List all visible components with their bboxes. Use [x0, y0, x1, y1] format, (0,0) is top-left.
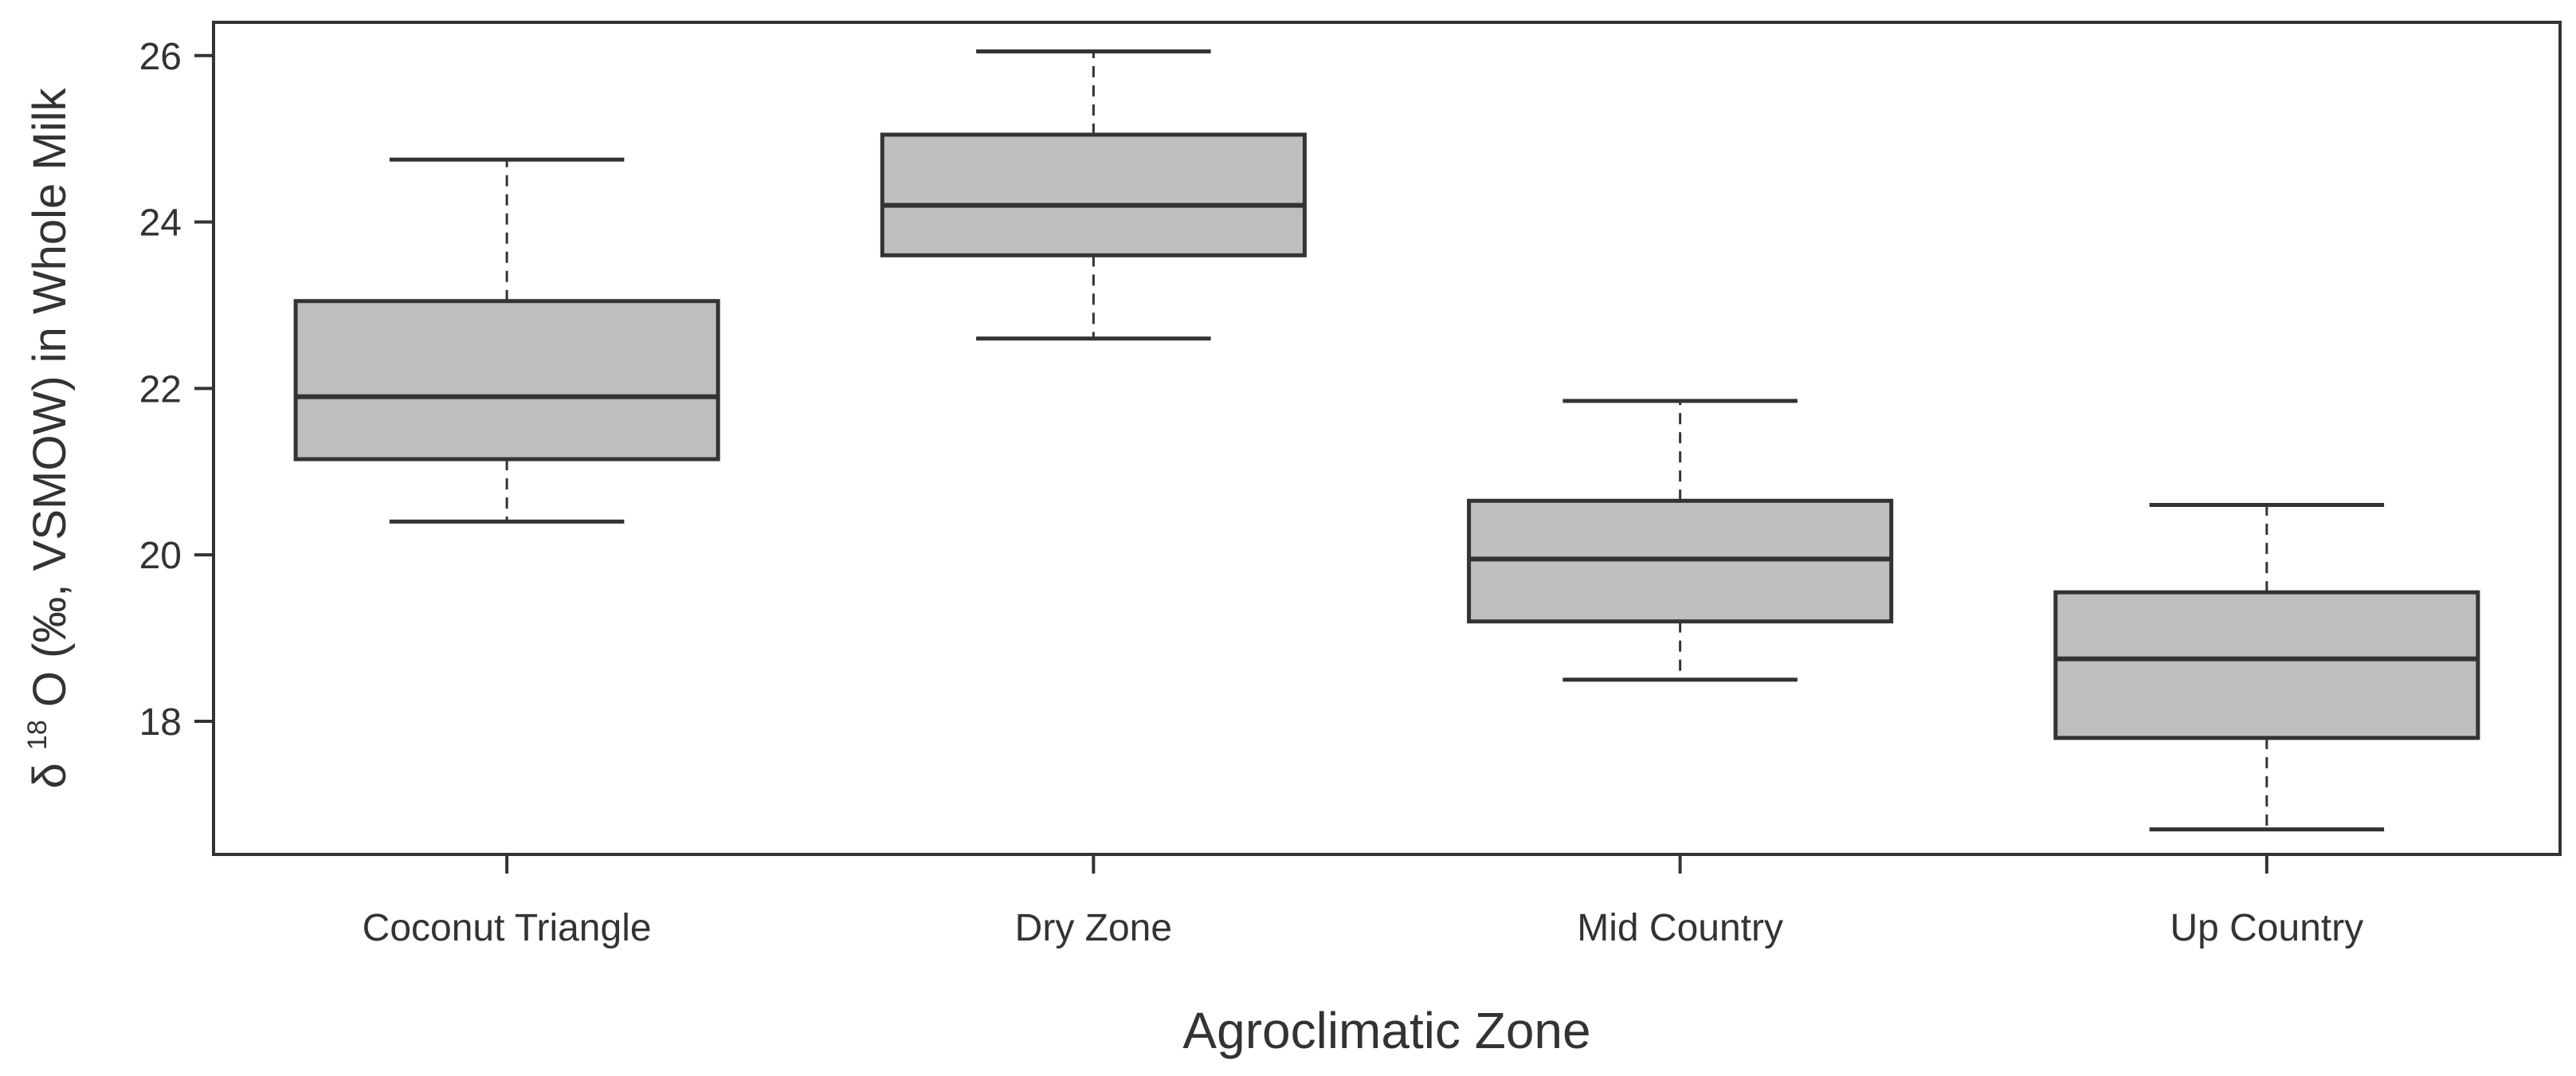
y-axis-title-prefix: δ [24, 763, 76, 788]
y-tick-label: 18 [139, 701, 182, 744]
y-tick-label: 22 [139, 368, 182, 410]
iqr-box [880, 132, 1307, 257]
x-tick-label: Up Country [2170, 907, 2363, 949]
box-up-country [2053, 503, 2480, 832]
x-axis-title: Agroclimatic Zone [1182, 1002, 1590, 1059]
box-mid-country [1467, 399, 1894, 682]
y-tick-label: 24 [139, 202, 182, 245]
y-axis: 18 20 22 24 26 [139, 36, 214, 744]
iqr-box [293, 299, 720, 461]
iqr-box [2053, 590, 2480, 740]
y-axis-title: δ 18 O (‰, VSMOW) in Whole Milk [5, 88, 76, 789]
box-coconut-triangle [293, 157, 720, 524]
x-tick-label: Dry Zone [1015, 907, 1172, 949]
y-tick-label: 20 [139, 535, 182, 577]
y-axis-title-superscript: 18 [22, 720, 53, 750]
x-tick-label: Coconut Triangle [363, 907, 652, 949]
x-tick-label: Mid Country [1577, 907, 1783, 949]
plot-frame [212, 21, 2562, 856]
box-dry-zone [880, 49, 1307, 341]
boxes-group [293, 49, 2480, 832]
x-axis: Coconut Triangle Dry Zone Mid Country Up Co… [363, 854, 2363, 949]
y-axis-title-suffix: O (‰, VSMOW) in Whole Milk [24, 88, 76, 708]
y-tick-label: 26 [139, 36, 182, 78]
